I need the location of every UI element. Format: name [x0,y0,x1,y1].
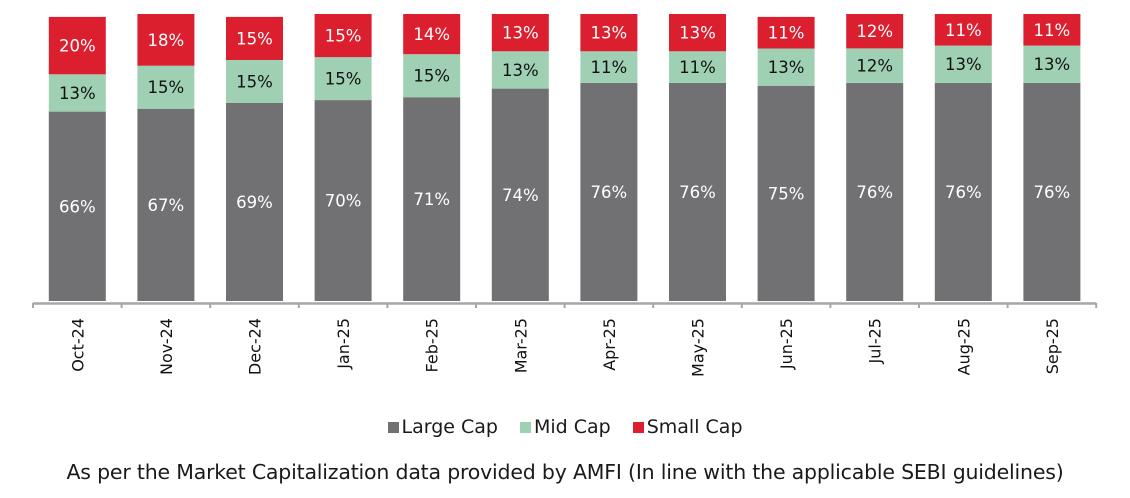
x-tick-label: Apr-25 [600,318,619,371]
bar-small-cap-feb-25 [403,14,461,55]
data-label-mid-cap: 15% [413,67,450,86]
bar-small-cap-nov-24 [137,14,195,66]
bar-small-cap-jul-25 [846,14,904,49]
data-label-large-cap: 71% [413,190,450,209]
bar-mid-cap-may-25 [669,51,726,83]
bar-mid-cap-jun-25 [757,48,815,86]
x-axis-labels: Oct-24 Nov-24 Dec-24 Jan-25 Feb-25 Mar-25 Apr-… [68,318,1062,377]
x-tick-label: Dec-24 [246,318,265,375]
data-label-small-cap: 13% [502,24,539,43]
x-axis [32,302,1098,308]
bar-large-cap-jun-25 [757,85,815,302]
data-label-small-cap: 11% [1034,21,1071,40]
data-label-small-cap: 20% [59,37,96,56]
data-label-mid-cap: 11% [591,58,628,77]
bar-small-cap-mar-25 [491,14,549,52]
data-label-mid-cap: 12% [856,57,893,76]
x-tick-label: Jun-25 [777,318,796,370]
x-tick-label: Oct-24 [68,318,87,372]
data-label-small-cap: 18% [148,31,185,50]
legend-swatch [632,421,644,433]
legend-label: Mid Cap [533,416,611,438]
bar-large-cap-may-25 [669,82,726,302]
data-label-mid-cap: 13% [59,84,96,103]
bar-mid-cap-oct-24 [48,74,106,112]
legend: Large Cap Mid Cap Small Cap [0,414,1130,440]
data-label-mid-cap: 15% [325,70,362,89]
legend-item-large-cap: Large Cap [387,416,498,438]
bar-large-cap-apr-25 [580,82,638,302]
bar-large-cap-jul-25 [846,82,904,302]
bar-mid-cap-feb-25 [403,54,461,98]
bar-mid-cap-jan-25 [314,57,372,101]
x-tick-label: May-25 [689,318,708,377]
bar-small-cap-jan-25 [314,14,372,58]
data-label-large-cap: 76% [856,183,893,202]
data-label-small-cap: 15% [325,27,362,46]
bar-large-cap-jan-25 [314,100,372,301]
data-label-small-cap: 15% [236,29,273,48]
bar-small-cap-oct-24 [48,16,106,75]
bar-large-cap-oct-24 [48,111,106,301]
x-tick-label: Jul-25 [866,318,885,364]
bar-mid-cap-nov-24 [137,65,195,109]
legend-item-small-cap: Small Cap [632,416,743,438]
bar-small-cap-sep-25 [1023,14,1081,46]
bar-mid-cap-aug-25 [934,45,992,83]
bar-large-cap-aug-25 [934,82,992,302]
bar-large-cap-feb-25 [403,97,461,301]
legend-label: Large Cap [401,416,498,438]
data-label-large-cap: 76% [945,183,982,202]
footnote: As per the Market Capitalization data pr… [66,460,1064,484]
data-label-small-cap: 14% [413,25,450,44]
x-tick-label: Nov-24 [157,318,176,375]
data-label-large-cap: 76% [1034,183,1071,202]
data-label-mid-cap: 15% [148,78,185,97]
legend-swatch [519,421,531,433]
data-label-mid-cap: 13% [502,61,539,80]
x-tick-label: Feb-25 [423,318,442,372]
data-label-large-cap: 70% [325,192,362,211]
bar-large-cap-sep-25 [1023,82,1081,302]
data-label-small-cap: 13% [679,24,716,43]
bar-large-cap-nov-24 [137,108,195,301]
bar-large-cap-dec-24 [226,103,283,301]
data-label-large-cap: 76% [679,183,716,202]
data-label-mid-cap: 13% [945,55,982,74]
bar-small-cap-may-25 [669,14,726,52]
bar-small-cap-dec-24 [226,16,283,60]
bar-mid-cap-sep-25 [1023,45,1081,83]
bars-group: 66% 13% 20% 67% 15% 18% 69% 15% 15% 70% 15% 15% 71% 1… [48,14,1081,302]
x-tick-label: Mar-25 [511,318,530,373]
data-label-small-cap: 11% [945,21,982,40]
x-tick-label: Aug-25 [954,318,973,375]
data-label-large-cap: 69% [236,193,273,212]
data-label-large-cap: 67% [148,196,185,215]
data-label-small-cap: 13% [591,24,628,43]
bar-small-cap-jun-25 [757,16,815,49]
legend-item-mid-cap: Mid Cap [519,416,611,438]
data-label-large-cap: 76% [591,183,628,202]
data-label-mid-cap: 13% [768,58,805,77]
bar-mid-cap-apr-25 [580,51,638,83]
bar-mid-cap-mar-25 [491,51,549,89]
bar-large-cap-mar-25 [491,88,549,301]
legend-label: Small Cap [646,416,743,438]
data-label-mid-cap: 15% [236,72,273,91]
x-tick-label: Sep-25 [1043,318,1062,374]
data-label-large-cap: 74% [502,186,539,205]
data-label-mid-cap: 11% [679,58,716,77]
bar-mid-cap-dec-24 [226,59,283,103]
bar-mid-cap-jul-25 [846,48,904,83]
data-label-small-cap: 11% [768,24,805,43]
bar-small-cap-aug-25 [934,14,992,46]
data-label-large-cap: 66% [59,197,96,216]
data-label-large-cap: 75% [768,184,805,203]
data-label-mid-cap: 13% [1034,55,1071,74]
x-tick-label: Jan-25 [334,318,353,370]
stacked-bar-chart: 66% 13% 20% 67% 15% 18% 69% 15% 15% 70% 15% 15% 71% 1… [32,14,1098,377]
bar-small-cap-apr-25 [580,14,638,52]
data-label-small-cap: 12% [856,22,893,41]
legend-swatch [387,421,399,433]
